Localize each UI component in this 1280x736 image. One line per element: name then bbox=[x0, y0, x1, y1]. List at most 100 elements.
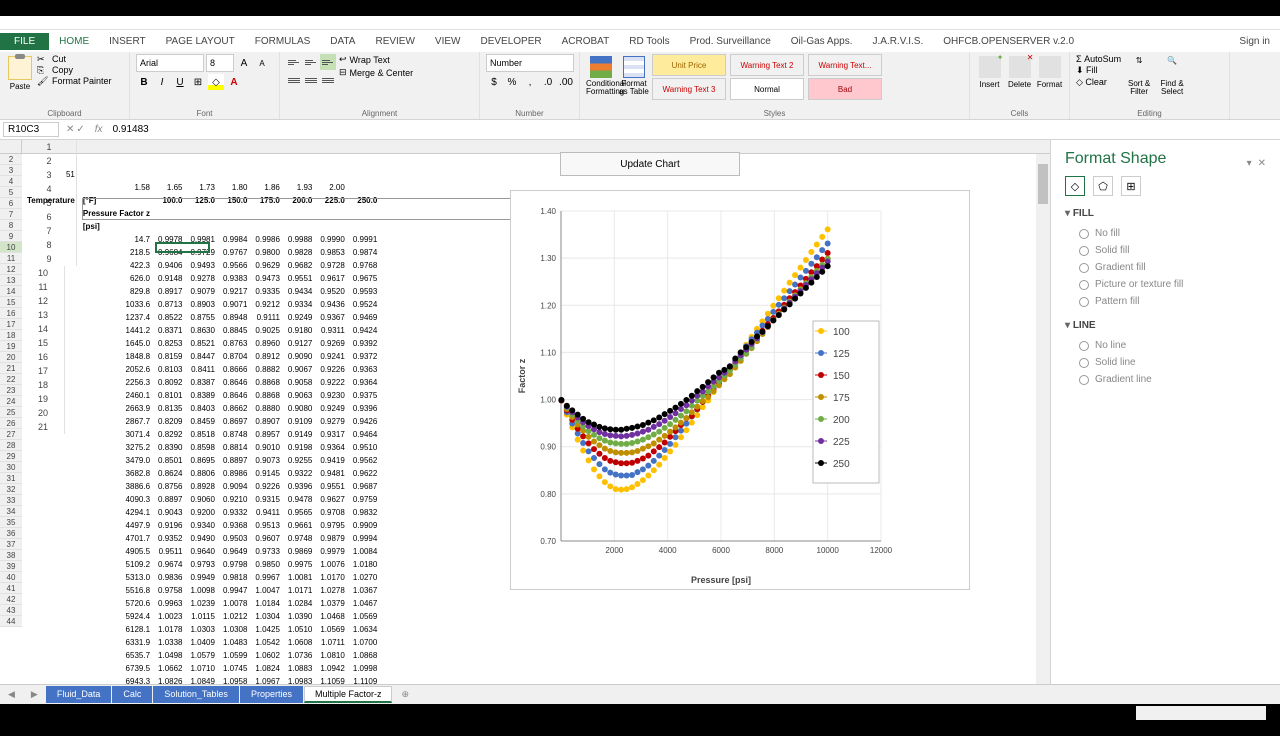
pane-close-icon[interactable]: ✕ bbox=[1258, 158, 1266, 169]
style-warning3[interactable]: Warning Text 3 bbox=[652, 78, 726, 100]
ribbon-tab-acrobat[interactable]: ACROBAT bbox=[552, 33, 620, 50]
row-header[interactable]: 33 bbox=[0, 495, 22, 506]
currency-button[interactable]: $ bbox=[486, 74, 502, 90]
ribbon-tab-oilgasapps[interactable]: Oil-Gas Apps. bbox=[781, 33, 863, 50]
effects-tab-icon[interactable]: ⬠ bbox=[1093, 176, 1113, 196]
row-header[interactable]: 10 bbox=[0, 242, 22, 253]
new-sheet-button[interactable]: ⊕ bbox=[393, 689, 417, 700]
row-header[interactable]: 39 bbox=[0, 561, 22, 572]
worksheet[interactable]: 123456789101112131415161718192021 234567… bbox=[0, 140, 1050, 684]
signin-link[interactable]: Sign in bbox=[1229, 33, 1280, 50]
row-header[interactable]: 15 bbox=[0, 297, 22, 308]
percent-button[interactable]: % bbox=[504, 74, 520, 90]
ribbon-tab-rdtools[interactable]: RD Tools bbox=[619, 33, 679, 50]
row-header[interactable]: 37 bbox=[0, 539, 22, 550]
fill-option[interactable]: Solid fill bbox=[1065, 242, 1266, 259]
ribbon-tab-insert[interactable]: INSERT bbox=[99, 33, 156, 50]
formula-input[interactable]: 0.91483 bbox=[109, 123, 1280, 136]
ribbon-tab-home[interactable]: HOME bbox=[49, 33, 99, 50]
row-header[interactable]: 18 bbox=[0, 330, 22, 341]
row-header[interactable]: 19 bbox=[0, 341, 22, 352]
paste-button[interactable]: Paste bbox=[6, 54, 34, 91]
row-header[interactable]: 36 bbox=[0, 528, 22, 539]
font-color-button[interactable]: A bbox=[226, 74, 242, 90]
ribbon-tab-review[interactable]: REVIEW bbox=[365, 33, 424, 50]
row-header[interactable]: 40 bbox=[0, 572, 22, 583]
line-option[interactable]: Gradient line bbox=[1065, 371, 1266, 388]
sort-filter-button[interactable]: ⇅Sort & Filter bbox=[1124, 54, 1154, 96]
vertical-scrollbar[interactable] bbox=[1036, 154, 1050, 684]
row-header[interactable]: 17 bbox=[0, 319, 22, 330]
align-right[interactable] bbox=[320, 72, 336, 88]
sheet-tab[interactable]: Solution_Tables bbox=[153, 686, 239, 703]
line-section-head[interactable]: LINE bbox=[1065, 320, 1266, 331]
row-header[interactable]: 25 bbox=[0, 407, 22, 418]
row-header[interactable]: 11 bbox=[0, 253, 22, 264]
scroll-thumb[interactable] bbox=[1038, 164, 1048, 204]
ribbon-tab-data[interactable]: DATA bbox=[320, 33, 365, 50]
row-header[interactable]: 34 bbox=[0, 506, 22, 517]
fill-section-head[interactable]: FILL bbox=[1065, 208, 1266, 219]
col-header[interactable]: 1 bbox=[22, 140, 77, 154]
style-bad[interactable]: Bad bbox=[808, 78, 882, 100]
copy-button[interactable]: ⎘Copy bbox=[37, 65, 112, 75]
sheet-tab[interactable]: Properties bbox=[240, 686, 303, 703]
row-header[interactable]: 44 bbox=[0, 616, 22, 627]
merge-center-button[interactable]: ⊟Merge & Center bbox=[339, 67, 413, 78]
find-select-button[interactable]: 🔍Find & Select bbox=[1157, 54, 1187, 96]
fill-button[interactable]: ⬇ Fill bbox=[1076, 65, 1121, 76]
row-header[interactable]: 12 bbox=[0, 264, 22, 275]
sheet-tab-active[interactable]: Multiple Factor-z bbox=[304, 686, 393, 703]
insert-button[interactable]: ✦Insert bbox=[976, 54, 1003, 89]
row-header[interactable]: 41 bbox=[0, 583, 22, 594]
comma-button[interactable]: , bbox=[522, 74, 538, 90]
autosum-button[interactable]: Σ AutoSum bbox=[1076, 54, 1121, 64]
format-painter-button[interactable]: 🖌Format Painter bbox=[37, 76, 112, 86]
sheet-tab[interactable]: Fluid_Data bbox=[46, 686, 112, 703]
pane-dropdown-icon[interactable]: ▾ bbox=[1247, 158, 1252, 169]
row-header[interactable]: 24 bbox=[0, 396, 22, 407]
cancel-formula-icon[interactable]: ✕ bbox=[66, 124, 74, 135]
bold-button[interactable]: B bbox=[136, 74, 152, 90]
tab-nav-prev[interactable]: ◀ bbox=[0, 689, 23, 700]
border-button[interactable]: ⊞ bbox=[190, 74, 206, 90]
row-header[interactable]: 7 bbox=[0, 209, 22, 220]
fill-option[interactable]: No fill bbox=[1065, 225, 1266, 242]
row-header[interactable]: 2 bbox=[0, 154, 22, 165]
format-button[interactable]: Format bbox=[1036, 54, 1063, 89]
row-header[interactable]: 31 bbox=[0, 473, 22, 484]
row-header[interactable]: 29 bbox=[0, 451, 22, 462]
underline-button[interactable]: U bbox=[172, 74, 188, 90]
fx-icon[interactable]: fx bbox=[89, 124, 109, 135]
fill-option[interactable]: Gradient fill bbox=[1065, 259, 1266, 276]
row-header[interactable]: 6 bbox=[0, 198, 22, 209]
fill-option[interactable]: Picture or texture fill bbox=[1065, 276, 1266, 293]
style-warning2[interactable]: Warning Text 2 bbox=[730, 54, 804, 76]
row-header[interactable]: 38 bbox=[0, 550, 22, 561]
row-header[interactable]: 22 bbox=[0, 374, 22, 385]
size-tab-icon[interactable]: ⊞ bbox=[1121, 176, 1141, 196]
fill-option[interactable]: Pattern fill bbox=[1065, 293, 1266, 310]
row-header[interactable]: 42 bbox=[0, 594, 22, 605]
delete-button[interactable]: ✕Delete bbox=[1006, 54, 1033, 89]
ribbon-tab-prodsurveillance[interactable]: Prod. Surveillance bbox=[680, 33, 781, 50]
cut-button[interactable]: ✂Cut bbox=[37, 54, 112, 64]
font-name-select[interactable] bbox=[136, 54, 204, 72]
row-header[interactable]: 16 bbox=[0, 308, 22, 319]
increase-decimal-button[interactable]: .0 bbox=[540, 74, 556, 90]
row-header[interactable]: 23 bbox=[0, 385, 22, 396]
format-as-table-button[interactable]: Format as Table bbox=[619, 54, 649, 96]
style-normal[interactable]: Normal bbox=[730, 78, 804, 100]
row-header[interactable]: 8 bbox=[0, 220, 22, 231]
align-center[interactable] bbox=[303, 72, 319, 88]
row-header[interactable]: 5 bbox=[0, 187, 22, 198]
ribbon-tab-ohfcbopenserverv[interactable]: OHFCB.OPENSERVER v.2.0 bbox=[933, 33, 1084, 50]
align-bottom[interactable] bbox=[320, 54, 336, 70]
sheet-tab[interactable]: Calc bbox=[112, 686, 152, 703]
style-warning[interactable]: Warning Text... bbox=[808, 54, 882, 76]
horizontal-scrollbar[interactable] bbox=[1136, 706, 1266, 720]
row-header[interactable]: 28 bbox=[0, 440, 22, 451]
align-left[interactable] bbox=[286, 72, 302, 88]
row-header[interactable]: 4 bbox=[0, 176, 22, 187]
name-box[interactable]: R10C3 bbox=[3, 122, 59, 137]
